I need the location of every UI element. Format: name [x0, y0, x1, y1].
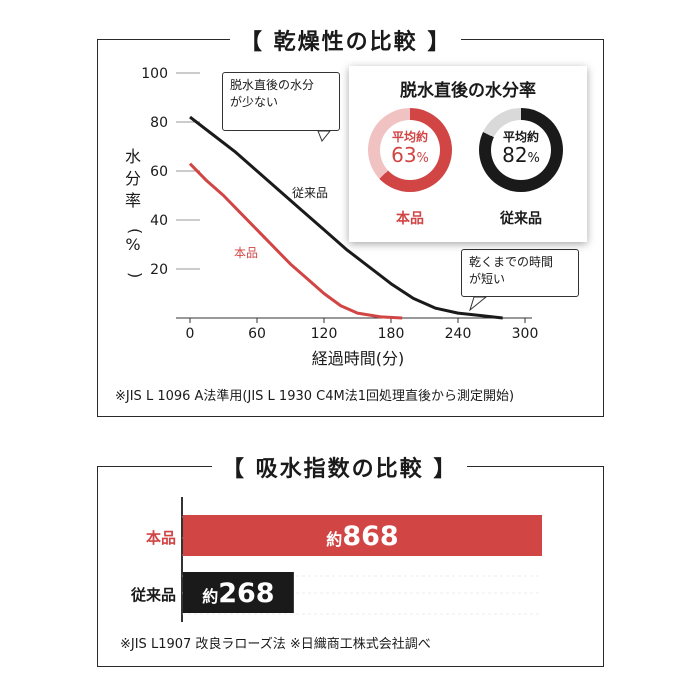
callout-short-drying-line1: 乾くまでの時間: [469, 255, 554, 269]
y-tick-label: 80: [150, 115, 168, 131]
callout-less-moisture-line1: 脱水直後の水分: [230, 78, 315, 92]
callout-short-drying: 乾くまでの時間 が短い: [461, 249, 579, 297]
drying-footnote: ※JIS L 1096 A法準用(JIS L 1930 C4M法1回処理直後から…: [115, 389, 515, 404]
x-tick-label: 180: [378, 326, 405, 342]
moisture-rate-card: 脱水直後の水分率 平均約 63% 本品 平均約 82% 従来品: [349, 66, 587, 242]
donut-product-label: 平均約: [391, 130, 428, 144]
bar-value-label: 約868: [326, 521, 398, 552]
y-tick-label: 100: [141, 66, 168, 82]
bar-category-label: 本品: [146, 529, 176, 547]
y-tick-label: 40: [150, 213, 168, 229]
y-tick-label: 60: [150, 164, 168, 180]
bar-category-label: 従来品: [130, 586, 176, 604]
series-label-conventional: 従来品: [292, 186, 328, 200]
series-line-0: [189, 115, 503, 320]
x-axis-title: 経過時間(分): [312, 349, 405, 368]
donut-conventional-number: 82: [502, 143, 528, 167]
bar-value-label: 約268: [202, 578, 274, 609]
x-tick-label: 60: [248, 326, 266, 342]
callout-less-moisture-line2: が少ない: [230, 95, 279, 109]
x-tick-label: 0: [186, 326, 195, 342]
donut-conventional-caption: 従来品: [500, 211, 542, 227]
series-line-1: [188, 162, 403, 320]
moisture-rate-card-title: 脱水直後の水分率: [400, 81, 536, 101]
drying-section-title: 【 乾燥性の比較 】: [230, 24, 462, 56]
donut-product-number: 63: [391, 143, 417, 167]
donut-conventional-center: 平均約 82%: [491, 120, 551, 180]
donut-conventional-unit: %: [527, 151, 540, 166]
callout-short-drying-line2: が短い: [469, 272, 506, 286]
y-tick-label: 20: [150, 262, 168, 278]
absorption-section-title: 【 吸水指数の比較 】: [212, 451, 468, 483]
donut-product-unit: %: [416, 151, 429, 166]
x-tick-label: 240: [445, 326, 472, 342]
absorption-footnote: ※JIS L1907 改良ラローズ法 ※日織商工株式会社調べ: [120, 637, 431, 652]
x-tick-label: 300: [512, 326, 539, 342]
donut-product-value: 63%: [391, 144, 429, 170]
callout-top-pointer: [317, 130, 332, 142]
callout-less-moisture: 脱水直後の水分 が少ない: [222, 72, 340, 131]
x-tick-label: 120: [311, 326, 338, 342]
donut-product: 平均約 63%: [368, 108, 452, 192]
bar-0: [183, 515, 542, 556]
donut-product-caption: 本品: [396, 211, 424, 227]
series-label-product: 本品: [234, 246, 258, 260]
bar-1: [183, 572, 294, 613]
donut-conventional-label: 平均約: [502, 130, 539, 144]
donut-conventional-value: 82%: [502, 144, 540, 170]
donut-conventional: 平均約 82%: [479, 108, 563, 192]
y-axis-title: 水分率(%): [125, 147, 145, 278]
callout-bottom-pointer: [469, 296, 488, 312]
donut-product-center: 平均約 63%: [380, 120, 440, 180]
